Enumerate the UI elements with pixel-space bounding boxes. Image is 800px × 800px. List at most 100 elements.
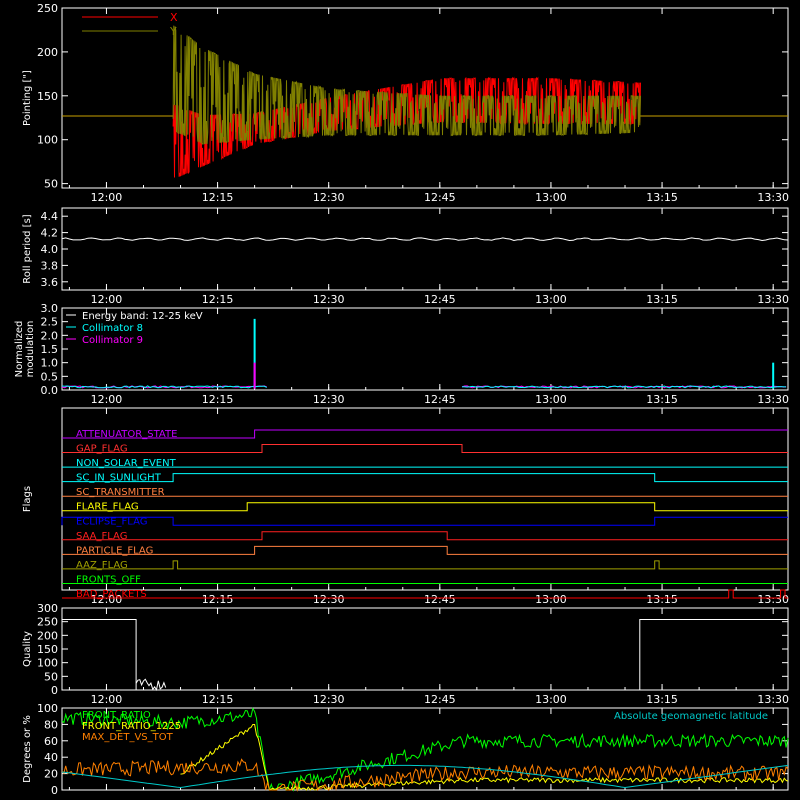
x-tick-label: 13:00 xyxy=(535,191,567,204)
x-tick-label: 12:00 xyxy=(91,393,123,406)
legend-label: Y xyxy=(169,25,177,38)
y-tick-label: 50 xyxy=(44,670,58,683)
legend-label: Collimator 9 xyxy=(82,335,143,346)
y-tick-label: 4.4 xyxy=(41,210,59,223)
x-tick-label: 12:15 xyxy=(202,293,234,306)
flag-label: AAZ_FLAG xyxy=(76,560,128,571)
x-tick-label: 12:15 xyxy=(202,693,234,706)
y-tick-label: 100 xyxy=(37,657,58,670)
x-tick-label: 12:45 xyxy=(424,393,456,406)
flag-label: BAD_PACKETS xyxy=(76,589,147,600)
y-tick-label: 150 xyxy=(37,643,58,656)
y-tick-label: 250 xyxy=(37,616,58,629)
modulation-collimator-8 xyxy=(461,385,787,389)
x-tick-label: 13:00 xyxy=(535,393,567,406)
y-tick-label: 1.0 xyxy=(41,357,59,370)
pointing-series-y xyxy=(172,25,641,145)
legend-label: MAX_DET_VS_TOT xyxy=(82,732,174,743)
flag-line-eclipse-flag xyxy=(61,516,788,526)
y-tick-label: 60 xyxy=(44,735,58,748)
x-tick-label: 12:00 xyxy=(91,191,123,204)
legend-label: FRONT_RATIO xyxy=(82,710,151,721)
y-axis-label: modulation xyxy=(25,321,36,378)
x-tick-label: 12:00 xyxy=(91,693,123,706)
flag-line-particle-flag xyxy=(62,545,788,555)
x-tick-label: 12:45 xyxy=(424,191,456,204)
flag-line-saa-flag xyxy=(62,531,788,541)
x-tick-label: 13:30 xyxy=(757,693,789,706)
x-tick-label: 13:15 xyxy=(646,593,678,606)
x-tick-label: 12:45 xyxy=(424,693,456,706)
x-tick-label: 12:45 xyxy=(424,293,456,306)
legend-label: Energy band: 12-25 keV xyxy=(82,311,203,322)
panel-frame xyxy=(61,707,789,791)
y-tick-label: 300 xyxy=(37,602,58,615)
quality-series xyxy=(62,619,788,691)
panel-ratios: 0 20 40 60 80 100 Degrees or % FRONT_RATIOFRONT… xyxy=(22,702,789,797)
flag-line-sc-in-sunlight xyxy=(62,473,788,483)
x-tick-label: 12:15 xyxy=(202,593,234,606)
x-tick-label: 12:30 xyxy=(313,191,345,204)
flag-label: ATTENUATOR_STATE xyxy=(76,429,177,440)
y-tick-label: 2.5 xyxy=(41,316,59,329)
y-tick-label: 3.8 xyxy=(41,259,59,272)
y-tick-label: 2.0 xyxy=(41,329,59,342)
y-axis-label: Quality xyxy=(22,631,33,667)
flag-line-gap-flag xyxy=(62,444,788,453)
x-tick-label: 13:15 xyxy=(646,393,678,406)
x-tick-label: 12:00 xyxy=(91,593,123,606)
y-axis-label: Pointing ["] xyxy=(22,70,33,126)
y-tick-label: 0.5 xyxy=(41,370,59,383)
x-tick-label: 13:00 xyxy=(535,593,567,606)
flag-label: PARTICLE_FLAG xyxy=(76,545,153,556)
modulation-collimator-8 xyxy=(61,385,267,389)
x-tick-label: 12:30 xyxy=(313,593,345,606)
y-tick-label: 0 xyxy=(51,684,58,697)
quality-burst xyxy=(135,678,167,691)
flag-label: FRONTS_OFF xyxy=(76,574,141,585)
y-tick-label: 0.0 xyxy=(41,384,59,397)
ratio-series-absolute-geomagnetic-latitude xyxy=(61,764,789,789)
y-tick-label: 200 xyxy=(37,46,58,59)
panel-quality: 12:00 12:15 12:30 12:45 13:00 13:15 13:30 05010… xyxy=(22,602,789,706)
y-tick-label: 4.2 xyxy=(41,227,59,240)
flag-label: FLARE_FLAG xyxy=(76,502,139,513)
y-tick-label: 80 xyxy=(44,718,58,731)
x-tick-label: 13:15 xyxy=(646,293,678,306)
panel-flags: 12:00 12:15 12:30 12:45 13:00 13:15 13:30 Flags… xyxy=(22,407,789,606)
x-tick-label: 12:15 xyxy=(202,191,234,204)
x-tick-label: 13:30 xyxy=(757,293,789,306)
x-tick-label: 13:00 xyxy=(535,293,567,306)
y-tick-label: 100 xyxy=(37,702,58,715)
y-tick-label: 4.0 xyxy=(41,243,59,256)
y-axis-label: Normalized xyxy=(14,321,25,378)
legend-label: Absolute geomagnetic latitude xyxy=(614,711,768,722)
x-tick-label: 13:30 xyxy=(757,191,789,204)
flag-line-bad-packets xyxy=(62,589,788,599)
y-tick-label: 1.5 xyxy=(41,343,59,356)
x-tick-label: 13:30 xyxy=(757,393,789,406)
x-tick-label: 12:45 xyxy=(424,593,456,606)
panel-roll: 12:00 12:15 12:30 12:45 13:00 13:15 13:30 3.6 3.… xyxy=(22,207,789,306)
x-tick-label: 13:15 xyxy=(646,693,678,706)
ratio-series-max-det-vs-tot xyxy=(61,758,789,792)
x-tick-label: 13:30 xyxy=(757,593,789,606)
x-tick-label: 13:00 xyxy=(535,693,567,706)
y-tick-label: 40 xyxy=(44,751,58,764)
x-tick-label: 12:30 xyxy=(313,393,345,406)
x-tick-label: 13:15 xyxy=(646,191,678,204)
y-tick-label: 50 xyxy=(44,178,58,191)
y-tick-label: 3.6 xyxy=(41,276,59,289)
flag-label: SAA_FLAG xyxy=(76,531,127,542)
panel-pointing: 12:00 12:15 12:30 12:45 13:00 13:15 13:30 50 100… xyxy=(22,2,789,204)
flag-label: SC_TRANSMITTER xyxy=(76,487,165,498)
x-tick-label: 12:00 xyxy=(91,293,123,306)
y-axis-label: Roll period [s] xyxy=(22,214,33,283)
flag-line-flare-flag xyxy=(62,502,788,512)
x-tick-label: 12:30 xyxy=(313,693,345,706)
panel-frame xyxy=(61,7,789,189)
panel-frame xyxy=(61,407,789,591)
y-tick-label: 0 xyxy=(51,784,58,797)
y-tick-label: 3.0 xyxy=(41,302,59,315)
